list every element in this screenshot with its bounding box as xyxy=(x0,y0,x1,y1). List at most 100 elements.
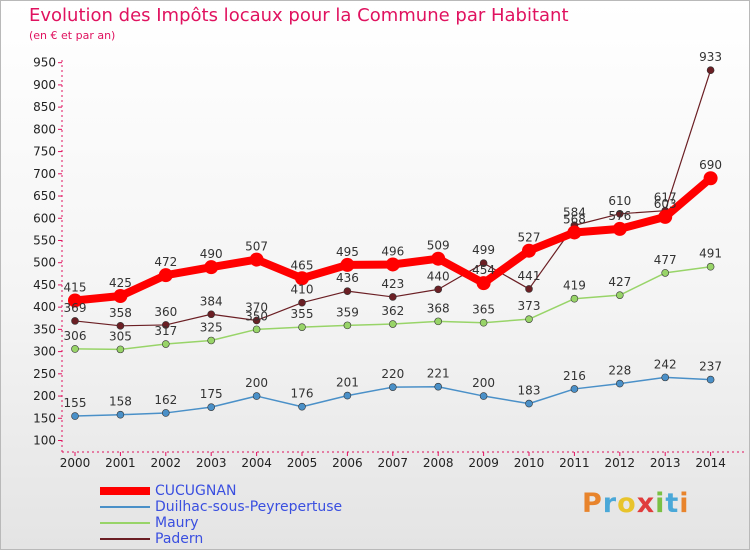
data-point xyxy=(298,298,306,307)
data-point xyxy=(434,285,443,294)
data-label: 610 xyxy=(608,194,631,208)
x-tick-label: 2014 xyxy=(695,456,726,470)
y-tick-label: 550 xyxy=(33,233,56,247)
data-point xyxy=(431,251,446,266)
data-label: 162 xyxy=(154,393,177,407)
data-label: 440 xyxy=(427,269,450,283)
data-label: 507 xyxy=(245,240,268,254)
data-point xyxy=(252,316,261,325)
x-tick-label: 2010 xyxy=(514,456,545,470)
data-label: 436 xyxy=(336,271,359,285)
data-point xyxy=(298,402,306,411)
data-label: 441 xyxy=(518,269,541,283)
data-label: 216 xyxy=(563,369,586,383)
data-point xyxy=(298,323,306,331)
data-label: 355 xyxy=(291,307,314,321)
data-point xyxy=(661,269,670,277)
data-label: 419 xyxy=(563,279,586,293)
data-label: 465 xyxy=(291,258,314,272)
data-label: 360 xyxy=(154,305,177,319)
data-label: 200 xyxy=(472,376,495,390)
data-point xyxy=(525,399,533,408)
data-label: 690 xyxy=(699,158,722,172)
x-tick-label: 2006 xyxy=(332,456,363,470)
data-label: 490 xyxy=(200,247,223,261)
data-label: 201 xyxy=(336,376,359,390)
data-label: 410 xyxy=(291,283,314,297)
data-label: 306 xyxy=(64,329,87,343)
data-point xyxy=(388,383,397,391)
data-point xyxy=(522,243,536,258)
legend-label: CUCUGNAN xyxy=(155,483,237,499)
x-tick-label: 2004 xyxy=(241,456,272,470)
y-tick-label: 400 xyxy=(33,300,56,314)
chart-title: Evolution des Impôts locaux pour la Comm… xyxy=(29,5,569,26)
x-tick-label: 2003 xyxy=(196,456,227,470)
data-label: 368 xyxy=(427,301,450,315)
y-tick-label: 100 xyxy=(33,434,56,448)
data-point xyxy=(706,66,715,75)
data-point xyxy=(207,403,215,411)
data-point xyxy=(252,392,261,400)
data-point xyxy=(343,287,352,295)
legend-swatch xyxy=(100,487,150,495)
data-label: 491 xyxy=(699,247,722,261)
data-label: 158 xyxy=(109,395,132,409)
data-point xyxy=(71,412,79,420)
logo-letter: i xyxy=(655,488,666,519)
data-label: 933 xyxy=(699,50,722,64)
x-tick-label: 2013 xyxy=(650,456,681,470)
data-point xyxy=(113,289,128,304)
x-tick-label: 2000 xyxy=(60,456,91,470)
data-point xyxy=(162,409,170,417)
chart-axes: 100 150 200 250 300 350 400 450 500 550 600 650 700 7… xyxy=(33,56,745,470)
data-point xyxy=(479,318,488,327)
data-point xyxy=(68,293,82,308)
y-tick-label: 700 xyxy=(33,167,56,181)
x-tick-label: 2012 xyxy=(605,456,636,470)
data-point xyxy=(525,315,533,323)
x-tick-label: 2002 xyxy=(151,456,182,470)
data-label: 454 xyxy=(472,263,495,277)
data-point xyxy=(567,225,582,240)
x-tick-label: 2011 xyxy=(559,456,590,470)
data-label: 237 xyxy=(699,360,722,374)
data-label: 358 xyxy=(109,306,132,320)
legend-swatch xyxy=(100,522,150,524)
data-point xyxy=(525,285,533,293)
data-point xyxy=(612,221,627,236)
data-point xyxy=(434,382,443,391)
data-label: 155 xyxy=(64,396,87,410)
data-point xyxy=(207,310,215,319)
y-tick-label: 500 xyxy=(33,256,56,270)
data-point xyxy=(249,252,264,267)
data-point xyxy=(570,385,579,393)
data-label: 242 xyxy=(654,357,677,371)
y-tick-label: 750 xyxy=(33,145,56,159)
data-point xyxy=(252,325,261,334)
y-tick-label: 850 xyxy=(33,100,56,114)
legend-label: Duilhac-sous-Peyrepertuse xyxy=(155,499,343,515)
x-tick-label: 2008 xyxy=(423,456,454,470)
data-point xyxy=(207,336,215,345)
data-point xyxy=(162,321,170,329)
data-label: 317 xyxy=(154,324,177,338)
data-point xyxy=(661,373,670,382)
data-label: 425 xyxy=(109,276,132,290)
data-point xyxy=(706,375,715,384)
data-point xyxy=(615,379,624,388)
x-tick-label: 2005 xyxy=(287,456,318,470)
data-point xyxy=(71,317,79,325)
data-label: 576 xyxy=(608,209,631,223)
y-tick-label: 250 xyxy=(33,367,56,381)
data-label: 221 xyxy=(427,367,450,381)
data-point xyxy=(703,171,718,186)
data-label: 496 xyxy=(381,244,404,258)
data-point xyxy=(706,262,715,271)
logo-letter: t xyxy=(665,488,680,519)
data-label: 183 xyxy=(518,384,541,398)
data-label: 617 xyxy=(654,191,677,205)
y-tick-label: 350 xyxy=(33,322,56,336)
data-point xyxy=(615,210,624,218)
